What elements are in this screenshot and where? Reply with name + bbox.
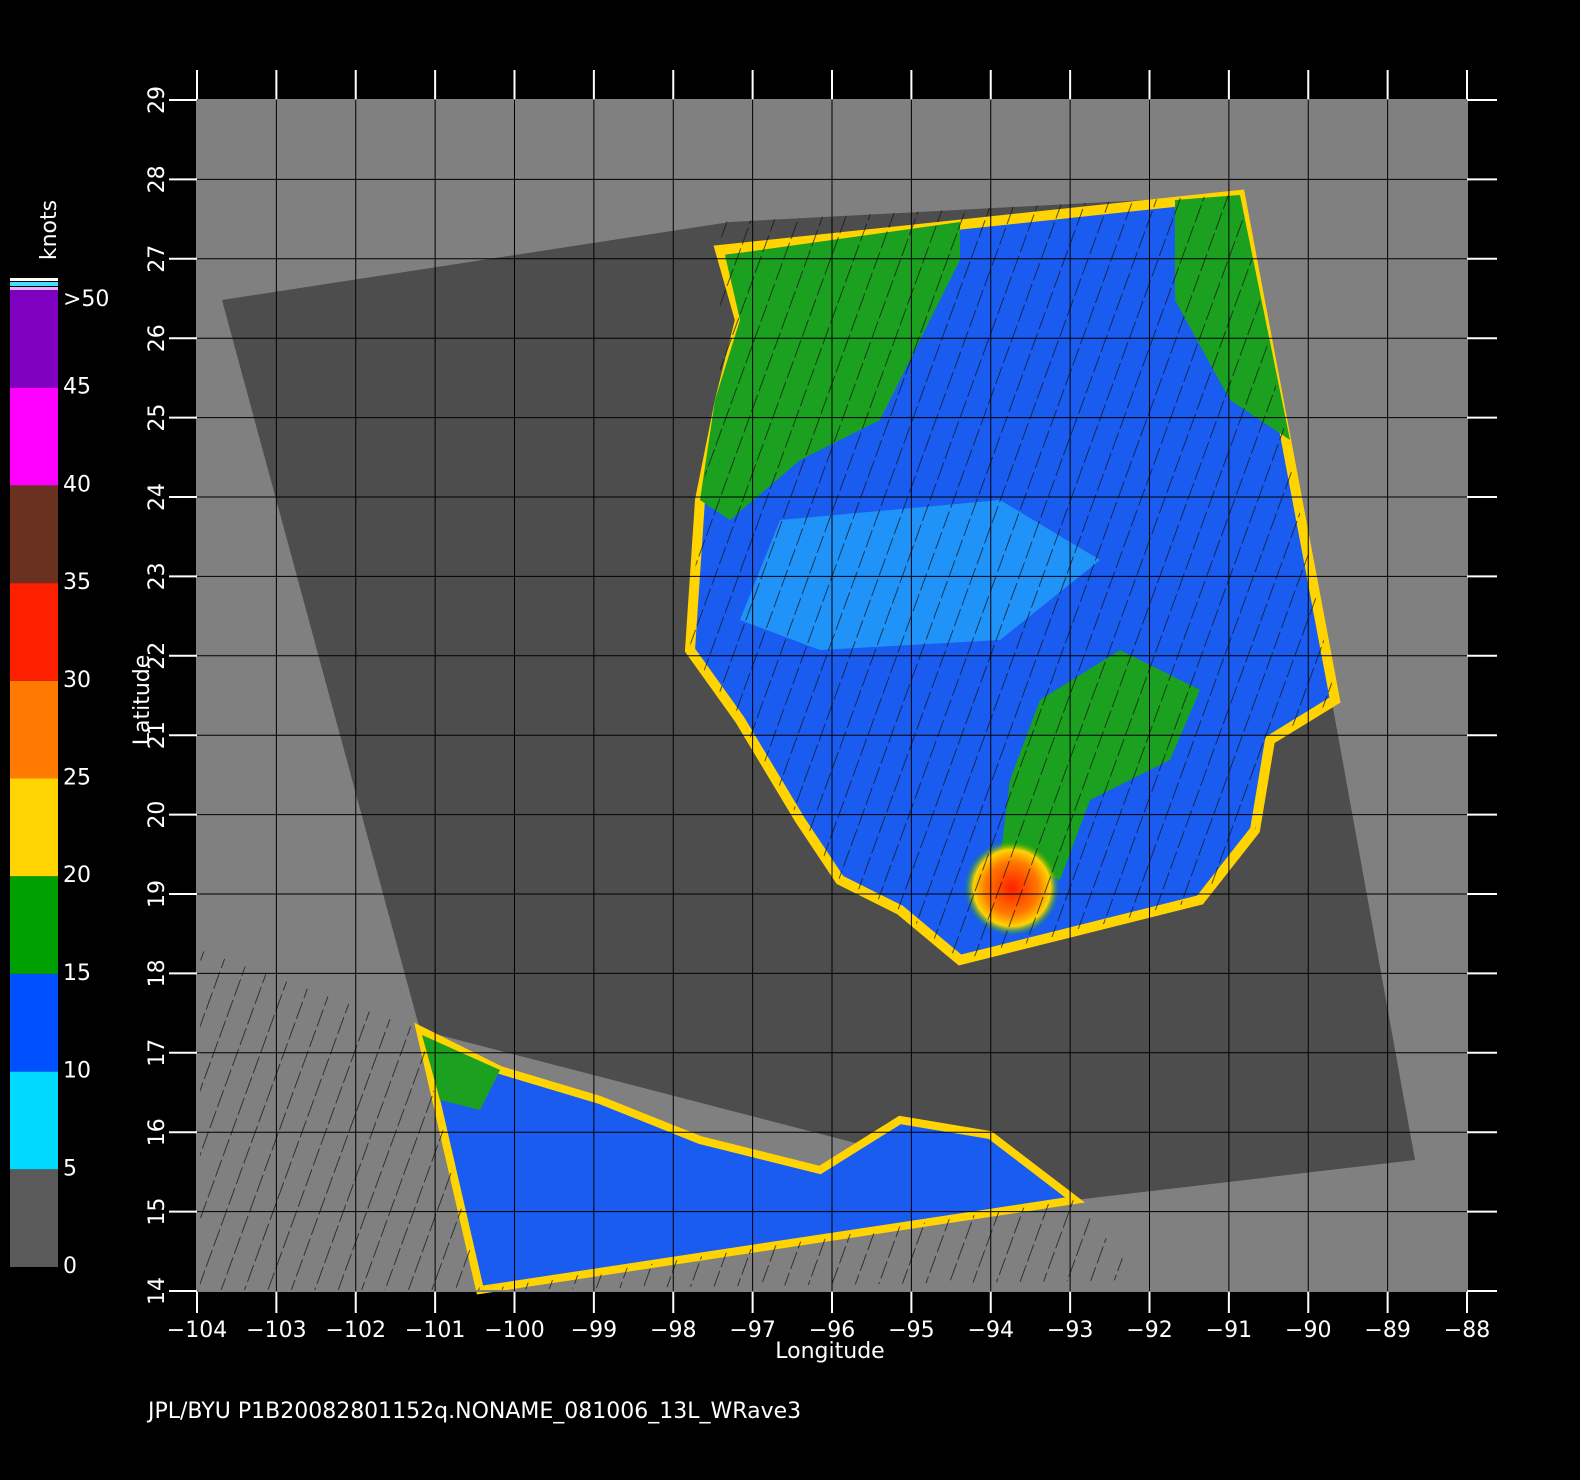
wind-barbs	[200, 950, 480, 1290]
x-tick-label: −97	[729, 1318, 775, 1343]
x-tick-label: −103	[246, 1318, 306, 1343]
y-tick-label: 15	[145, 1198, 170, 1226]
x-tick-label: −101	[405, 1318, 465, 1343]
wind-barbs	[480, 1200, 1140, 1290]
wind-barbs	[690, 195, 1335, 960]
x-tick-label: −94	[968, 1318, 1014, 1343]
colorbar-tick-label: 40	[63, 472, 91, 497]
y-tick-label: 29	[145, 86, 170, 114]
x-tick-label: −98	[650, 1318, 696, 1343]
x-tick-label: −104	[167, 1318, 227, 1343]
x-axis-label: Longitude	[775, 1339, 884, 1364]
y-tick-label: 19	[145, 880, 170, 908]
colorbar-segment	[10, 485, 58, 584]
y-tick-label: 25	[145, 404, 170, 432]
y-tick-label: 18	[145, 959, 170, 987]
colorbar-title: knots	[37, 200, 62, 260]
y-tick-label: 26	[145, 324, 170, 352]
footer: JPL/BYU P1B20082801152q.NONAME_081006_13…	[146, 1399, 801, 1424]
colorbar-segment	[10, 973, 58, 1072]
y-tick-label: 20	[145, 801, 170, 829]
x-tick-label: −89	[1364, 1318, 1410, 1343]
y-tick-label: 17	[145, 1039, 170, 1067]
colorbar-tick-label: 20	[63, 863, 91, 888]
x-tick-label: −96	[809, 1318, 855, 1343]
x-tick-label: −95	[888, 1318, 934, 1343]
colorbar-stripe	[10, 282, 58, 286]
y-axis-label: Latitude	[130, 655, 155, 746]
y-tick-label: 24	[145, 483, 170, 511]
colorbar-segment	[10, 290, 58, 388]
colorbar-tick-label: 0	[63, 1254, 77, 1279]
x-tick-label: −92	[1126, 1318, 1172, 1343]
colorbar-segment	[10, 778, 58, 877]
y-tick-label: 22	[145, 642, 170, 670]
colorbar-stripe	[10, 278, 58, 281]
colorbar-segment	[10, 583, 58, 681]
colorbar-segment	[10, 1169, 58, 1267]
colorbar-tick-label: 30	[63, 668, 91, 693]
strong-wind-zone	[422, 1035, 500, 1110]
colorbar-stripe	[10, 287, 58, 290]
x-tick-label: −102	[326, 1318, 386, 1343]
y-tick-label: 28	[145, 165, 170, 193]
colorbar-tick-label: >50	[63, 287, 109, 312]
x-tick-label: −100	[484, 1318, 544, 1343]
y-tick-label: 21	[145, 721, 170, 749]
colorbar-tick-label: 45	[63, 375, 91, 400]
y-tick-label: 23	[145, 562, 170, 590]
colorbar-tick-label: 5	[63, 1156, 77, 1181]
colorbar-segment	[10, 876, 58, 974]
colorbar-segment	[10, 387, 58, 486]
x-tick-label: −90	[1285, 1318, 1331, 1343]
x-tick-label: −91	[1206, 1318, 1252, 1343]
map-area	[196, 99, 1468, 1295]
colorbar-tick-label: 10	[63, 1059, 91, 1084]
colorbar-tick-label: 25	[63, 766, 91, 791]
y-tick-label: 14	[145, 1277, 170, 1305]
colorbar-segment	[10, 1071, 58, 1170]
colorbar-tick-label: 35	[63, 570, 91, 595]
colorbar-segment	[10, 680, 58, 779]
x-tick-label: −99	[571, 1318, 617, 1343]
y-tick-label: 27	[145, 245, 170, 273]
colorbar-tick-label: 15	[63, 961, 91, 986]
x-tick-label: −93	[1047, 1318, 1093, 1343]
y-tick-label: 16	[145, 1118, 170, 1146]
x-tick-label: −88	[1444, 1318, 1490, 1343]
